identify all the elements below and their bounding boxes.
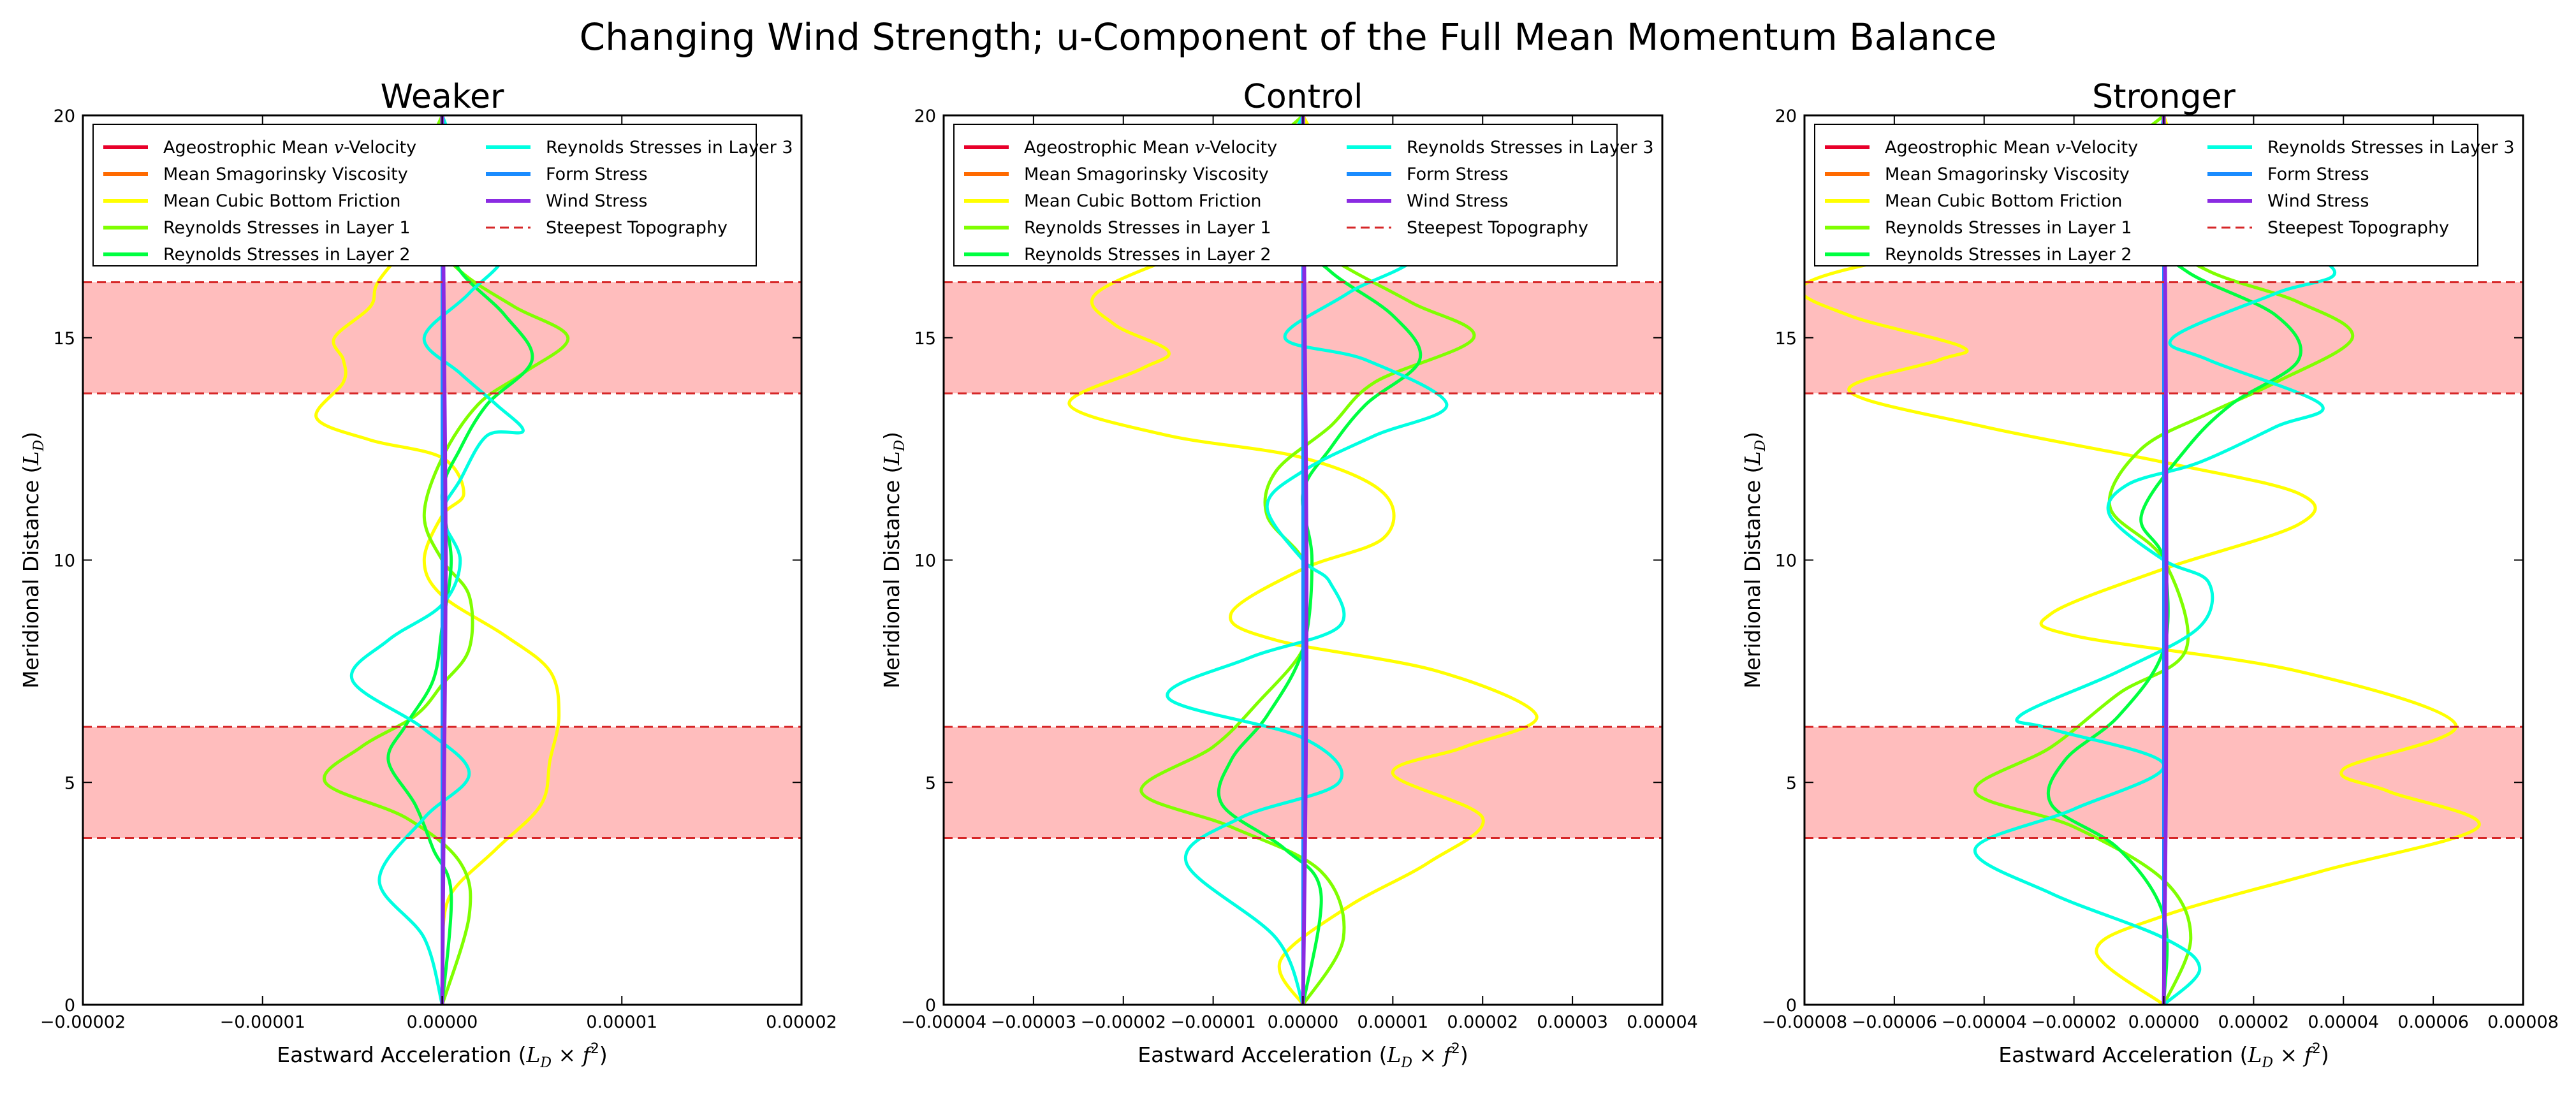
- legend-label: Reynolds Stresses in Layer 3: [2267, 138, 2515, 157]
- figure-title: Changing Wind Strength; u-Component of t…: [580, 15, 1997, 59]
- y-axis-label: Meridional Distance (LD): [1740, 432, 1769, 689]
- x-tick-label: 0.00002: [766, 1012, 837, 1032]
- x-tick-label: 0.00002: [1447, 1012, 1518, 1032]
- x-tick-label: −0.00002: [40, 1012, 126, 1032]
- series-line: [386, 115, 534, 1005]
- y-tick-label: 20: [1775, 106, 1797, 126]
- x-tick-label: 0.00003: [1537, 1012, 1608, 1032]
- y-tick-label: 5: [1786, 773, 1797, 793]
- x-tick-label: −0.00002: [1081, 1012, 1166, 1032]
- chart-panel-0: −0.00002 −0.00001 0.00000 0.00001 0.00002 0 5 1…: [18, 78, 837, 1071]
- chart-panel-1: −0.00004 −0.00003 −0.00002 −0.00001 0.00000 0…: [879, 78, 1698, 1071]
- y-tick-label: 5: [925, 773, 936, 793]
- x-tick-label: −0.00004: [901, 1012, 986, 1032]
- y-tick-label: 0: [925, 996, 936, 1016]
- x-tick-label: 0.00006: [2397, 1012, 2469, 1032]
- series-line: [1067, 115, 1539, 1005]
- x-tick-label: −0.00001: [220, 1012, 305, 1032]
- panel-title: Stronger: [2092, 78, 2236, 116]
- x-axis-label: Eastward Acceleration (LD × f2): [277, 1041, 608, 1071]
- x-tick-label: −0.00002: [2031, 1012, 2116, 1032]
- legend-box: [953, 124, 1618, 266]
- legend-label: Form Stress: [546, 164, 648, 184]
- legend-label: Mean Cubic Bottom Friction: [1024, 191, 1262, 211]
- series-line: [1804, 115, 2481, 1005]
- y-tick-label: 5: [64, 773, 75, 793]
- legend-label: Steepest Topography: [546, 218, 728, 238]
- x-tick-label: −0.00001: [1170, 1012, 1255, 1032]
- legend-label: Reynolds Stresses in Layer 2: [163, 245, 411, 265]
- x-tick-label: −0.00006: [1852, 1012, 1937, 1032]
- legend-label: Reynolds Stresses in Layer 1: [1024, 218, 1271, 238]
- panel-title: Weaker: [381, 78, 504, 116]
- legend-label: Reynolds Stresses in Layer 2: [1885, 245, 2132, 265]
- y-tick-label: 20: [914, 106, 936, 126]
- y-tick-label: 15: [54, 329, 75, 349]
- legend-label: Steepest Topography: [2267, 218, 2449, 238]
- series-line: [1166, 115, 1449, 1005]
- figure-title-text: Changing Wind Strength; u-Component of t…: [580, 15, 1997, 59]
- y-axis-label: Meridional Distance (LD): [879, 432, 908, 689]
- legend-label: Mean Cubic Bottom Friction: [163, 191, 401, 211]
- legend-box: [1814, 124, 2478, 266]
- y-tick-label: 10: [914, 551, 936, 571]
- legend-label: Mean Smagorinsky Viscosity: [1024, 164, 1269, 184]
- y-tick-label: 15: [914, 329, 936, 349]
- series-line: [349, 115, 525, 1005]
- legend-label: Reynolds Stresses in Layer 1: [1885, 218, 2132, 238]
- y-tick-label: 10: [1775, 551, 1797, 571]
- legend-label: Ageostrophic Mean v-Velocity: [1024, 138, 1277, 157]
- y-tick-label: 10: [54, 551, 75, 571]
- y-tick-label: 15: [1775, 329, 1797, 349]
- legend-label: Mean Smagorinsky Viscosity: [1885, 164, 2130, 184]
- x-tick-label: 0.00001: [1358, 1012, 1429, 1032]
- x-axis-label: Eastward Acceleration (LD × f2): [1138, 1041, 1468, 1071]
- legend-box: [92, 124, 757, 266]
- x-tick-label: 0.00008: [2487, 1012, 2559, 1032]
- x-tick-label: 0.00002: [2218, 1012, 2290, 1032]
- legend-label: Wind Stress: [2267, 191, 2369, 211]
- x-tick-label: 0.00001: [586, 1012, 657, 1032]
- legend: Ageostrophic Mean v-Velocity Mean Smagori…: [953, 124, 1654, 266]
- x-tick-label: 0.00000: [2128, 1012, 2200, 1032]
- legend: Ageostrophic Mean v-Velocity Mean Smagori…: [92, 124, 793, 266]
- x-tick-label: −0.00004: [1942, 1012, 2027, 1032]
- legend-label: Reynolds Stresses in Layer 3: [546, 138, 793, 157]
- legend-label: Mean Cubic Bottom Friction: [1885, 191, 2123, 211]
- y-tick-label: 0: [64, 996, 75, 1016]
- legend-label: Reynolds Stresses in Layer 3: [1407, 138, 1654, 157]
- series-line: [2046, 115, 2302, 1005]
- legend-label: Wind Stress: [546, 191, 647, 211]
- legend-label: Wind Stress: [1407, 191, 1508, 211]
- x-tick-label: 0.00004: [1627, 1012, 1698, 1032]
- legend-label: Ageostrophic Mean v-Velocity: [163, 138, 416, 157]
- x-tick-label: 0.00000: [1268, 1012, 1339, 1032]
- chart-panel-2: −0.00008 −0.00006 −0.00004 −0.00002 0.00000 0…: [1740, 78, 2559, 1071]
- y-axis-label: Meridional Distance (LD): [18, 432, 47, 689]
- y-tick-label: 0: [1786, 996, 1797, 1016]
- legend-label: Mean Smagorinsky Viscosity: [163, 164, 408, 184]
- x-tick-label: −0.00008: [1762, 1012, 1847, 1032]
- x-tick-label: 0.00004: [2308, 1012, 2379, 1032]
- panel-title: Control: [1243, 78, 1363, 116]
- x-tick-label: 0.00000: [407, 1012, 478, 1032]
- series-line: [1973, 115, 2355, 1005]
- legend: Ageostrophic Mean v-Velocity Mean Smagori…: [1814, 124, 2515, 266]
- x-axis-label: Eastward Acceleration (LD × f2): [1998, 1041, 2329, 1071]
- series-line: [1973, 115, 2336, 1005]
- x-tick-label: −0.00003: [991, 1012, 1076, 1032]
- legend-label: Reynolds Stresses in Layer 1: [163, 218, 411, 238]
- y-tick-label: 20: [54, 106, 75, 126]
- legend-label: Steepest Topography: [1407, 218, 1588, 238]
- legend-label: Form Stress: [1407, 164, 1509, 184]
- legend-label: Form Stress: [2267, 164, 2369, 184]
- legend-label: Reynolds Stresses in Layer 2: [1024, 245, 1271, 265]
- legend-label: Ageostrophic Mean v-Velocity: [1885, 138, 2138, 157]
